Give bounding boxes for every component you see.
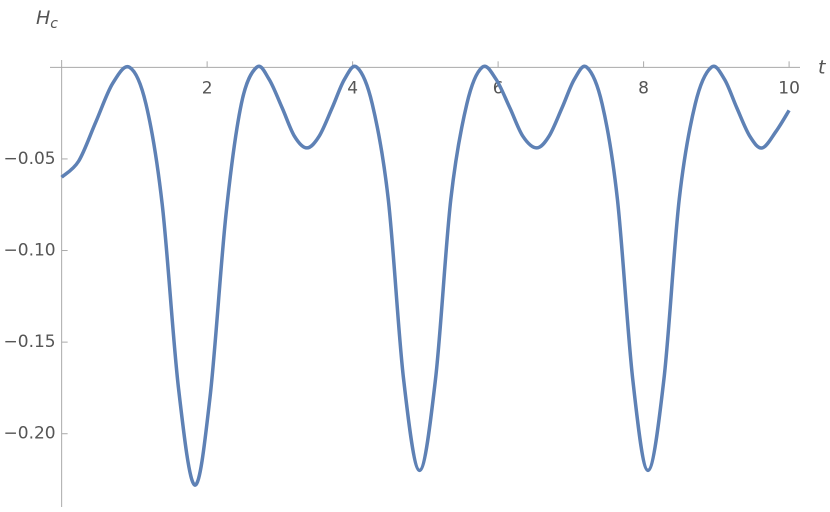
y-axis-label-sub: c: [50, 16, 58, 32]
y-axis-label: Hc: [36, 7, 58, 33]
y-tick-label: −0.10: [4, 241, 56, 261]
y-tick-label: −0.20: [4, 424, 56, 444]
data-line: [60, 64, 791, 487]
y-axis-label-main: H: [36, 7, 50, 29]
x-tick-label: 6: [493, 78, 504, 98]
x-tick-label: 2: [202, 78, 213, 98]
y-tick-label: −0.15: [4, 332, 56, 352]
x-tick-label: 10: [778, 78, 800, 98]
x-axis-label: t: [818, 57, 827, 79]
x-tick-label: 4: [347, 78, 358, 98]
x-tick-label: 8: [638, 78, 649, 98]
y-tick-label: −0.05: [4, 149, 56, 169]
